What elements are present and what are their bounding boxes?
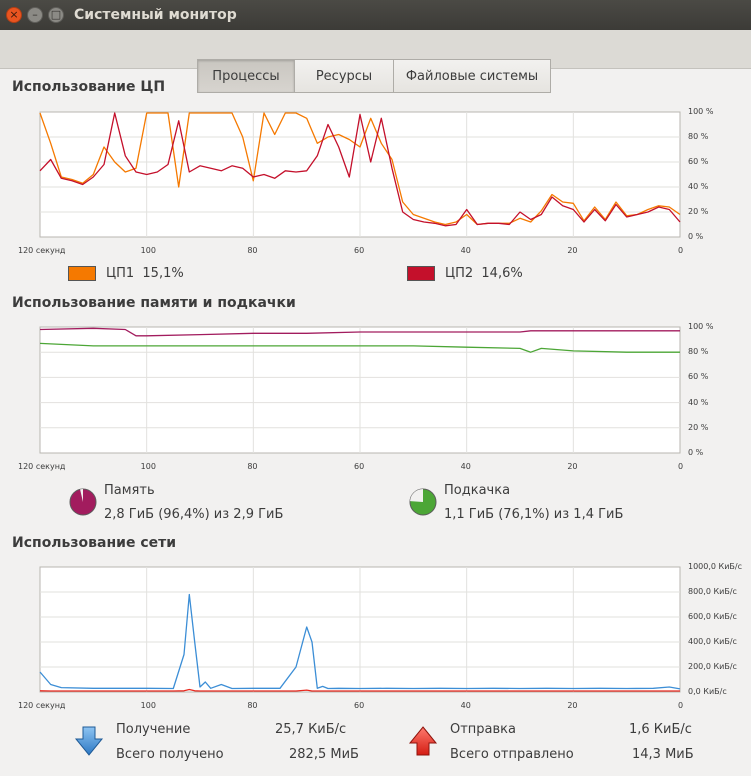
y-tick-label: 60 % (688, 372, 709, 382)
series-line-1 (39, 327, 680, 337)
y-tick-label: 0 % (688, 448, 704, 457)
receive-total: 282,5 МиБ (289, 747, 359, 762)
x-tick-label: 20 (567, 246, 578, 255)
memory-pie-icon[interactable] (68, 487, 98, 517)
cpu1-color-swatch[interactable] (68, 266, 96, 281)
y-tick-label: 60 % (688, 157, 709, 166)
x-tick-label: 40 (460, 462, 471, 471)
y-tick-label: 100 % (688, 322, 714, 331)
receive-label: Получение (116, 722, 191, 737)
x-tick-label: 100 (140, 246, 156, 255)
send-rate: 1,6 КиБ/с (629, 722, 692, 737)
y-tick-label: 600,0 КиБ/с (688, 612, 737, 621)
receive-rate: 25,7 КиБ/с (275, 722, 347, 737)
series-line-2 (39, 688, 680, 692)
y-tick-label: 400,0 КиБ/с (688, 637, 737, 646)
x-tick-label: 0 (678, 701, 684, 710)
send-arrow-up-icon[interactable] (408, 725, 438, 757)
y-tick-label: 1000,0 КиБ/с (688, 562, 742, 571)
swap-pie-icon[interactable] (408, 487, 438, 517)
memory-section-title: Использование памяти и подкачки (12, 295, 296, 311)
x-tick-label: 40 (460, 701, 471, 710)
series-line-2 (39, 112, 681, 227)
cpu1-label: ЦП1 15,1% (106, 266, 184, 281)
y-tick-label: 80 % (688, 347, 709, 357)
network-chart (39, 566, 681, 693)
y-tick-label: 80 % (688, 132, 709, 141)
x-tick-label: 60 (354, 701, 365, 710)
series-line-2 (39, 342, 680, 353)
window-title: Системный монитор (74, 7, 237, 23)
x-tick-label: 80 (247, 701, 258, 710)
network-section-title: Использование сети (12, 535, 177, 551)
x-tick-label: 120 секунд (18, 701, 66, 710)
x-tick-label: 120 секунд (18, 462, 66, 471)
x-tick-label: 60 (354, 462, 365, 471)
series-line-1 (39, 593, 681, 690)
y-tick-label: 40 % (688, 397, 709, 407)
cpu2-color-swatch[interactable] (407, 266, 435, 281)
y-tick-label: 800,0 КиБ/с (688, 587, 737, 596)
receive-total-label: Всего получено (116, 747, 224, 762)
cpu-chart (39, 111, 681, 238)
x-tick-label: 0 (678, 246, 684, 255)
tab-resources[interactable]: Ресурсы (294, 59, 394, 93)
tab-processes[interactable]: Процессы (197, 59, 295, 93)
swap-label: Подкачка (444, 483, 511, 498)
x-tick-label: 40 (460, 246, 471, 255)
x-tick-label: 0 (678, 462, 684, 471)
x-tick-label: 120 секунд (18, 246, 66, 255)
y-tick-label: 20 % (688, 207, 709, 216)
close-window-button[interactable]: × (6, 7, 22, 23)
view-tabs: Процессы Ресурсы Файловые системы (197, 59, 551, 93)
y-tick-label: 40 % (688, 182, 709, 191)
send-label: Отправка (450, 722, 517, 737)
y-tick-label: 20 % (688, 422, 709, 432)
minimize-window-button[interactable]: – (27, 7, 43, 23)
window-titlebar: × – □ Системный монитор (0, 0, 751, 30)
x-tick-label: 100 (140, 462, 156, 471)
x-tick-label: 20 (567, 701, 578, 710)
send-total: 14,3 МиБ (632, 747, 694, 762)
x-tick-label: 80 (247, 462, 258, 471)
receive-arrow-down-icon[interactable] (74, 725, 104, 757)
x-tick-label: 80 (247, 246, 258, 255)
series-line-1 (39, 112, 681, 226)
cpu2-label: ЦП2 14,6% (445, 266, 523, 281)
memory-detail: 2,8 ГиБ (96,4%) из 2,9 ГиБ (104, 507, 284, 522)
tab-file-systems[interactable]: Файловые системы (393, 59, 551, 93)
memory-label: Память (104, 483, 155, 498)
swap-detail: 1,1 ГиБ (76,1%) из 1,4 ГиБ (444, 507, 624, 522)
x-tick-label: 100 (140, 701, 156, 710)
x-tick-label: 60 (354, 246, 365, 255)
maximize-window-button[interactable]: □ (48, 7, 64, 23)
cpu-section-title: Использование ЦП (12, 79, 166, 95)
y-tick-label: 0 % (688, 232, 704, 241)
toolbar: Процессы Ресурсы Файловые системы (0, 30, 751, 93)
y-tick-label: 100 % (688, 107, 714, 116)
y-tick-label: 200,0 КиБ/с (688, 662, 737, 671)
memory-chart (39, 326, 681, 454)
x-tick-label: 20 (567, 462, 578, 471)
send-total-label: Всего отправлено (450, 747, 574, 762)
y-tick-label: 0,0 КиБ/с (688, 687, 727, 696)
